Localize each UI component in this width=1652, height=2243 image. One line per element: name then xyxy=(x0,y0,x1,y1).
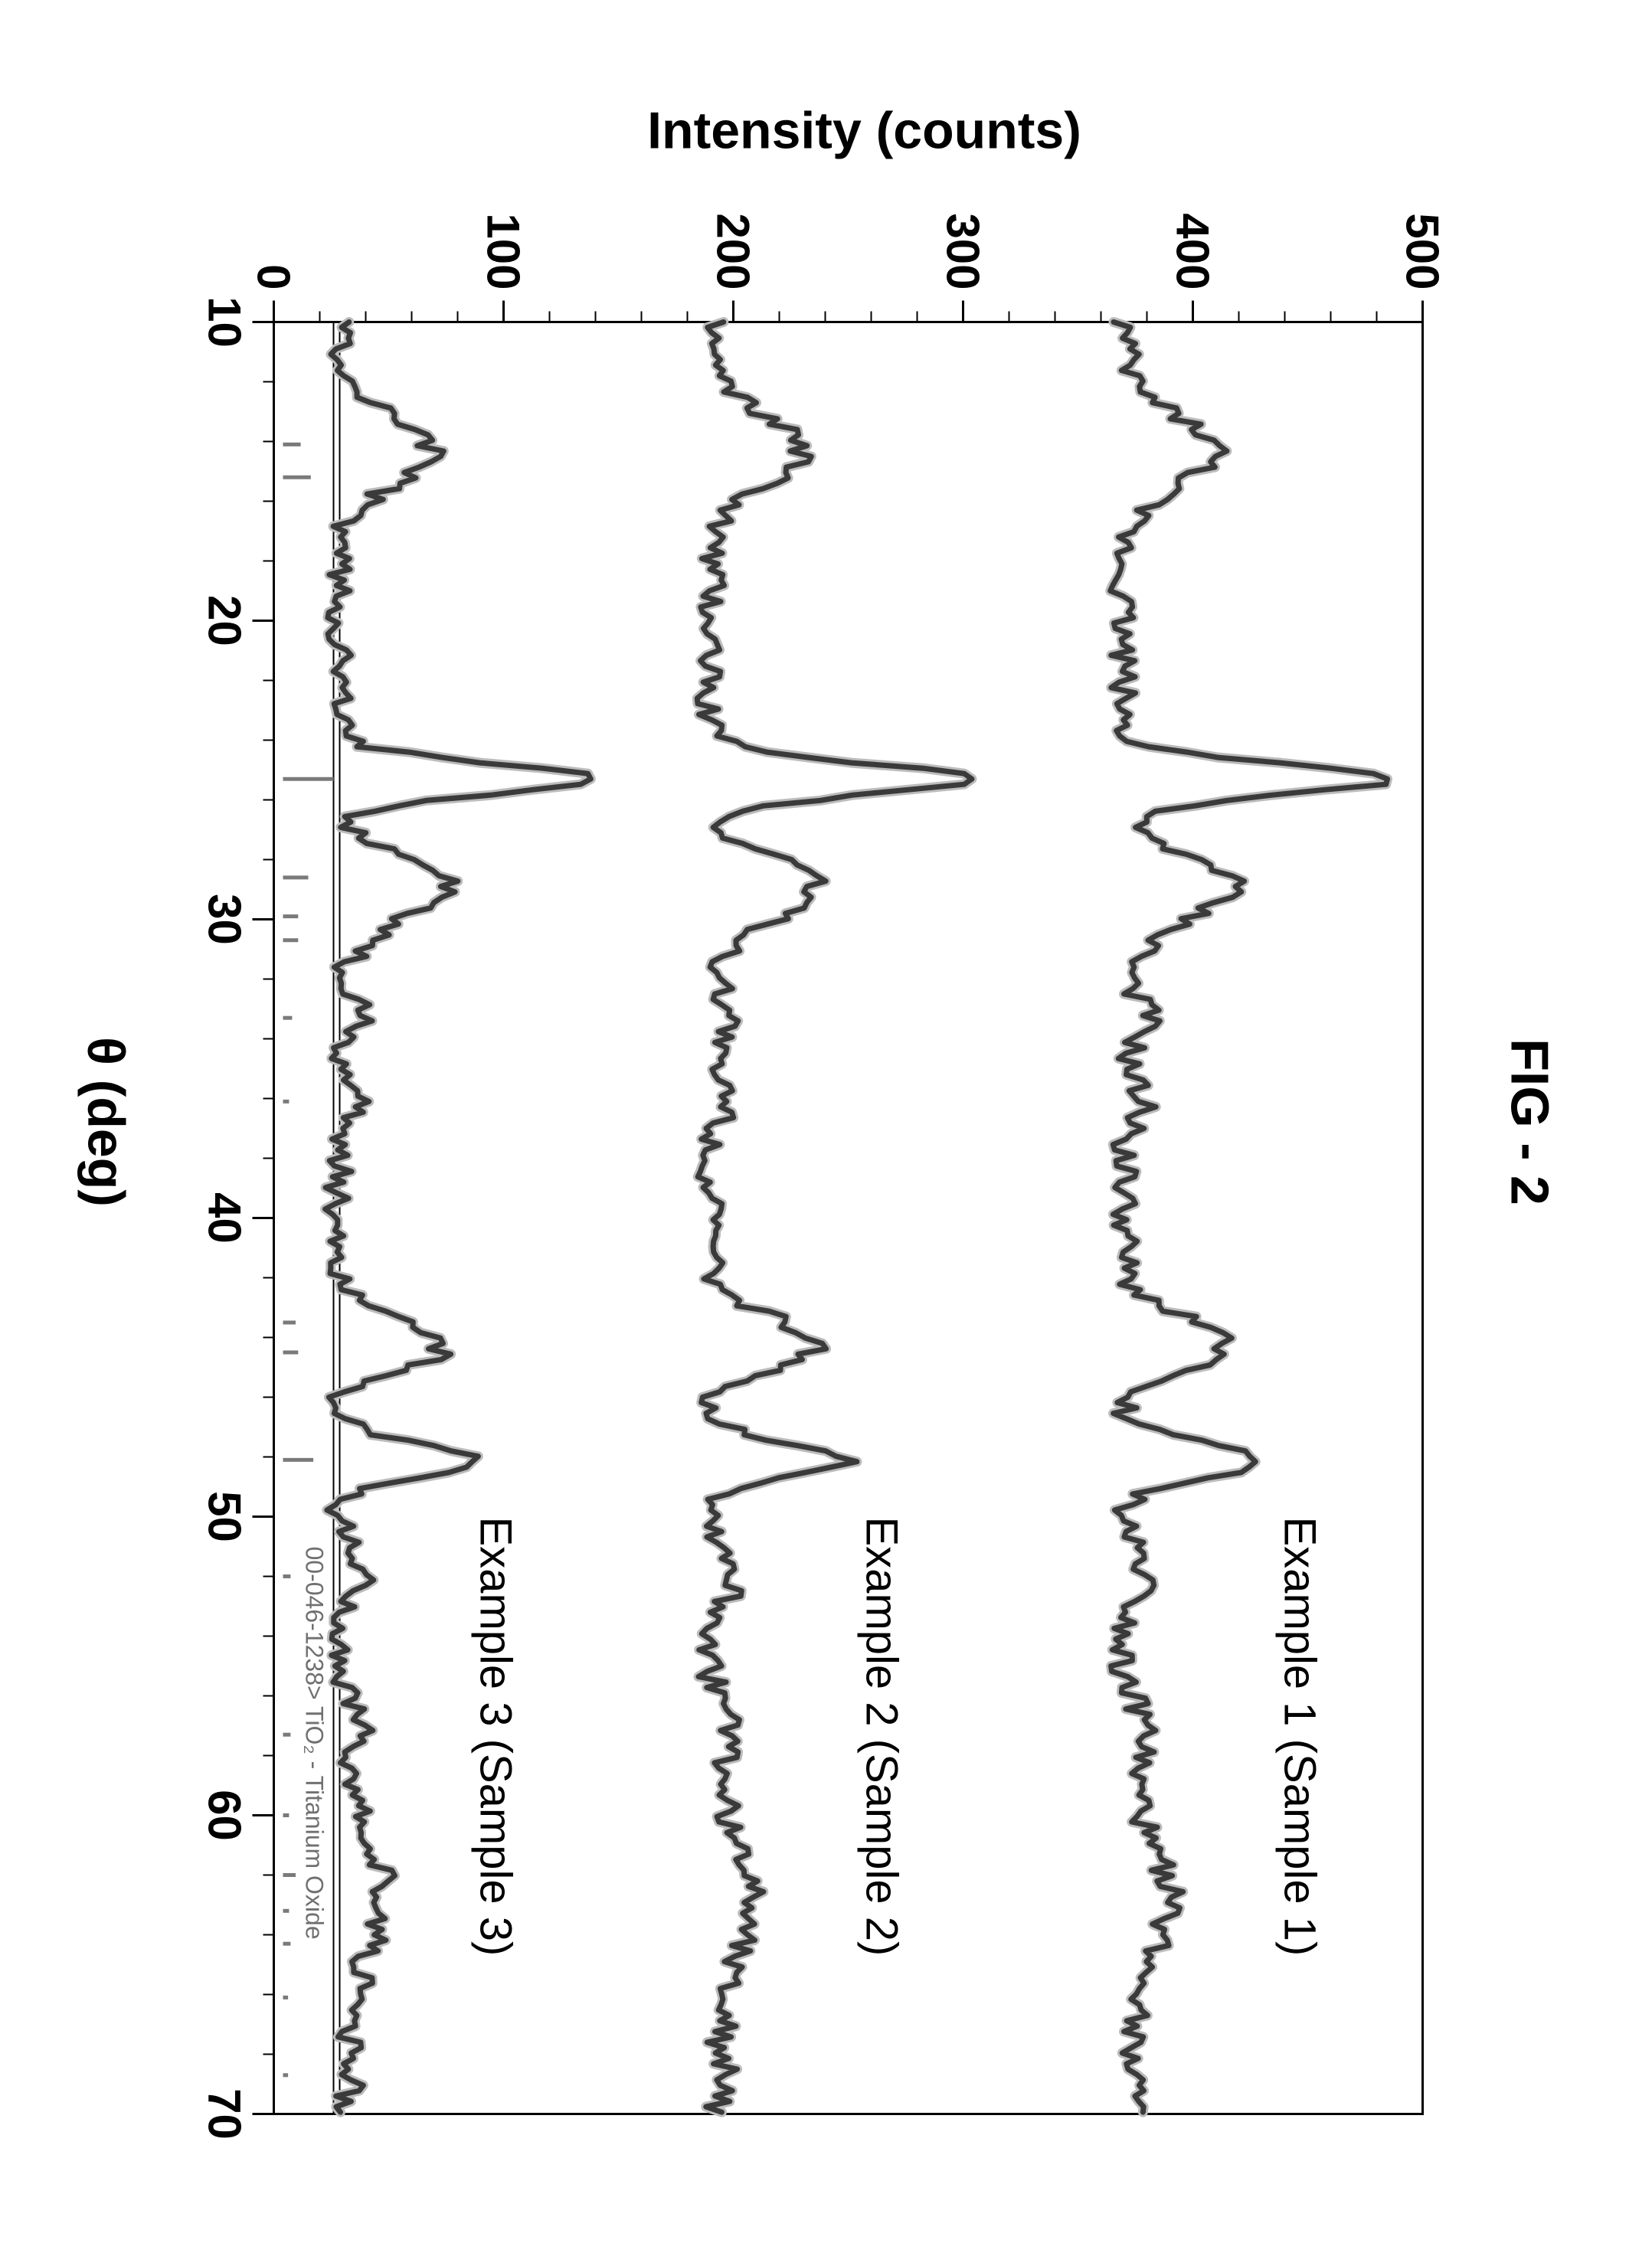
y-tick-label: 500 xyxy=(1396,213,1448,289)
y-tick-label: 300 xyxy=(937,213,988,289)
x-axis-label: θ (deg) xyxy=(76,0,136,2243)
x-tick-label: 70 xyxy=(198,2088,250,2140)
figure-title: FIG - 2 xyxy=(1499,0,1560,2243)
y-axis-label: Intensity (counts) xyxy=(647,100,1081,160)
x-tick-label: 60 xyxy=(198,1790,250,1841)
y-tick-label: 400 xyxy=(1166,213,1218,289)
series-label: Example 2 (Sample 2) xyxy=(856,1516,906,1956)
series-label: Example 3 (Sample 3) xyxy=(470,1516,520,1956)
series-label: Example 1 (Sample 1) xyxy=(1274,1516,1324,1956)
chart-frame xyxy=(273,322,1422,2114)
x-tick-label: 20 xyxy=(198,595,250,646)
xrd-chart: 10 20 30 40 50 60 70 0 100 200 300 400 500 00-046-123… xyxy=(0,0,1652,2243)
x-tick-label: 50 xyxy=(198,1491,250,1542)
y-tick-label: 200 xyxy=(707,213,758,289)
xrd-trace xyxy=(697,322,972,2112)
y-axis-label-wrap: Intensity (counts) xyxy=(306,107,1422,153)
xrd-trace xyxy=(1110,322,1387,2112)
xrd-trace xyxy=(325,322,590,2112)
x-tick-label: 10 xyxy=(198,296,250,348)
rotated-canvas: FIG - 2 Intensity (counts) 10 20 30 40 50 60 7… xyxy=(0,0,1652,2243)
y-tick-label: 100 xyxy=(477,213,528,289)
reference-pattern-label: 00-046-1238> TiO₂ - Titanium Oxide xyxy=(300,1546,328,1939)
x-tick-label: 30 xyxy=(198,894,250,945)
page: FIG - 2 Intensity (counts) 10 20 30 40 50 60 7… xyxy=(0,0,1652,2243)
y-tick-label: 0 xyxy=(247,264,299,289)
x-tick-label: 40 xyxy=(198,1192,250,1244)
